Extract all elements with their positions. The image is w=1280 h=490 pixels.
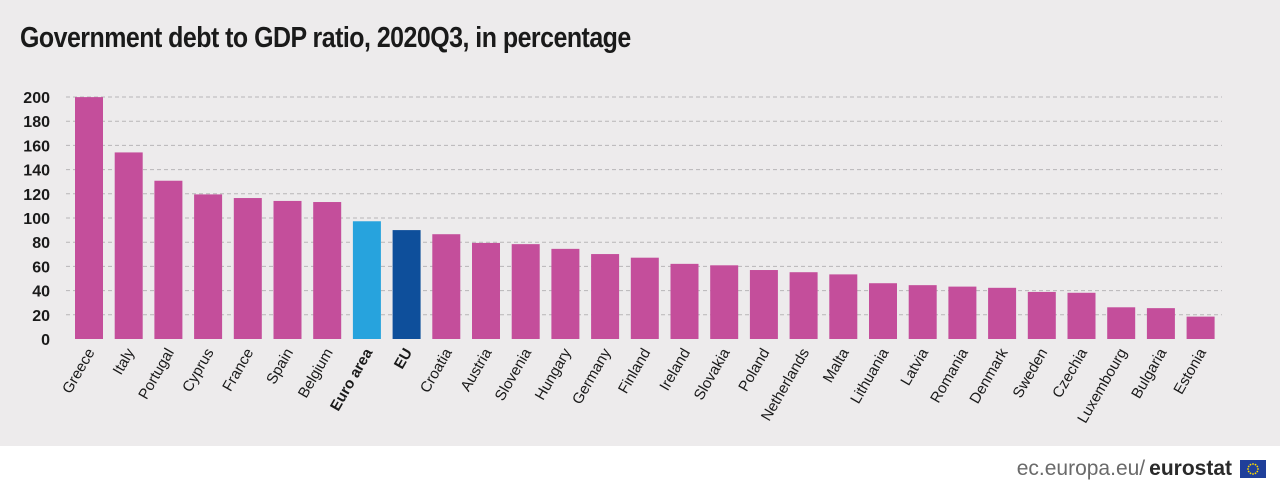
x-tick-label: Italy bbox=[110, 345, 139, 378]
x-tick-label: Cyprus bbox=[179, 346, 217, 396]
bar-slovakia bbox=[710, 265, 739, 339]
bar-greece bbox=[75, 97, 103, 339]
y-tick-label: 80 bbox=[32, 235, 50, 252]
x-tick-label: Bulgaria bbox=[1128, 345, 1171, 402]
x-tick-label: Poland bbox=[735, 346, 773, 395]
bar-poland bbox=[749, 270, 778, 339]
x-tick-label: France bbox=[219, 346, 257, 395]
x-tick-label: Belgium bbox=[295, 346, 337, 401]
y-tick-label: 200 bbox=[23, 90, 50, 107]
x-tick-label: Lithuania bbox=[847, 345, 892, 407]
bar-portugal bbox=[154, 180, 183, 339]
x-tick-label: Austria bbox=[457, 345, 495, 394]
y-tick-label: 0 bbox=[41, 332, 50, 349]
bar-cyprus bbox=[194, 194, 223, 339]
y-tick-label: 100 bbox=[23, 211, 50, 228]
bar-croatia bbox=[432, 234, 461, 339]
x-tick-label: Croatia bbox=[417, 345, 456, 396]
x-tick-label: Slovenia bbox=[492, 345, 536, 404]
y-tick-label: 20 bbox=[32, 308, 50, 325]
x-tick-label: Romania bbox=[927, 345, 972, 406]
y-tick-label: 140 bbox=[23, 163, 50, 180]
x-tick-label: EU bbox=[391, 346, 416, 373]
bar-denmark bbox=[988, 287, 1017, 339]
bar-austria bbox=[472, 242, 500, 339]
bar-euro-area bbox=[352, 221, 381, 339]
bar-spain bbox=[273, 200, 302, 339]
bar-germany bbox=[591, 254, 620, 339]
bar-luxembourg bbox=[1107, 307, 1136, 339]
bar-eu bbox=[392, 230, 421, 339]
x-tick-label: Slovakia bbox=[691, 345, 734, 403]
bar-estonia bbox=[1186, 316, 1215, 339]
bar-malta bbox=[829, 274, 858, 339]
bar-sweden bbox=[1027, 291, 1056, 339]
y-tick-label: 120 bbox=[23, 187, 50, 204]
bar-ireland bbox=[670, 263, 699, 339]
bar-france bbox=[233, 198, 262, 339]
y-tick-label: 160 bbox=[23, 138, 50, 155]
x-tick-label: Spain bbox=[263, 346, 297, 388]
y-axis: 0 20 40 60 80 100 120 140 160 180 200 bbox=[23, 90, 50, 349]
bar-slovenia bbox=[511, 244, 540, 339]
x-tick-label: Hungary bbox=[532, 345, 575, 403]
bar-latvia bbox=[908, 285, 937, 339]
y-tick-label: 60 bbox=[32, 259, 50, 276]
bar-czechia bbox=[1067, 292, 1096, 339]
x-tick-label: Ireland bbox=[656, 346, 694, 394]
x-tick-label: Denmark bbox=[966, 345, 1011, 407]
x-tick-label: Portugal bbox=[135, 346, 178, 403]
y-tick-label: 40 bbox=[32, 284, 50, 301]
x-tick-label: Greece bbox=[59, 346, 98, 397]
footer-brand: eurostat bbox=[1149, 457, 1232, 480]
x-tick-label: Germany bbox=[569, 345, 615, 407]
bar-hungary bbox=[551, 248, 580, 339]
bar-bulgaria bbox=[1146, 308, 1175, 339]
bar-belgium bbox=[313, 202, 342, 339]
x-tick-label: Finland bbox=[615, 346, 654, 397]
bar-lithuania bbox=[869, 283, 897, 339]
x-tick-label: Latvia bbox=[897, 345, 932, 389]
footer-site: ec.europa.eu/ bbox=[1016, 457, 1146, 480]
bar-italy bbox=[114, 152, 143, 339]
y-tick-label: 180 bbox=[23, 114, 50, 131]
eu-flag-icon bbox=[1240, 460, 1266, 478]
bar-romania bbox=[948, 286, 977, 339]
x-tick-label: Estonia bbox=[1170, 345, 1210, 397]
x-tick-label: Sweden bbox=[1009, 346, 1051, 401]
x-tick-label: Czechia bbox=[1049, 345, 1091, 401]
bar-finland bbox=[630, 257, 659, 339]
bars bbox=[75, 97, 1215, 339]
chart-title: Government debt to GDP ratio, 2020Q3, in… bbox=[20, 22, 631, 54]
footer-attribution: ec.europa.eu/eurostat bbox=[1017, 457, 1266, 481]
bar-netherlands bbox=[789, 272, 818, 339]
x-tick-label: Malta bbox=[820, 345, 853, 386]
